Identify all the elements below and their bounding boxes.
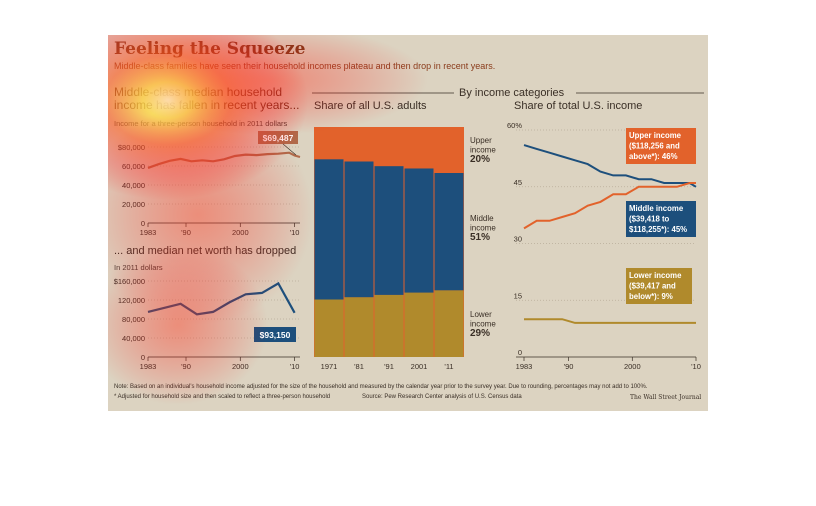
adults-bar-middle [344,161,374,298]
share-ytick-label: 15 [514,291,522,300]
networth-xtick-label: 2000 [232,362,249,371]
adults-xtick-label: 2001 [411,362,428,371]
share-series-middle [523,144,697,188]
adults-bar-upper [314,127,344,160]
adults-bar-middle [374,166,404,295]
footnote: Note: Based on an individual's household… [114,384,648,390]
share-ytick-label: 45 [514,178,522,187]
adults-bar-lower [434,290,464,357]
networth-ytick-label: 0 [141,353,145,362]
adults-xtick-label: '91 [384,362,394,371]
share-upper-callout-label: ($118,256 and [629,142,680,151]
networth-callout-label: $93,150 [260,330,291,340]
share-upper-callout-box [626,128,696,164]
adults-middle-label: Middle [470,214,494,223]
share-middle-callout-label: ($39,418 to [629,215,670,224]
adults-lower-label: 29% [470,328,490,339]
share-chart: 60% 45 30 15 0 1983 '90 2000 '10 Upper income ($11… [507,121,701,371]
networth-series-line [147,281,296,316]
adults-bar-middle [314,159,344,300]
adults-xtick-label: '11 [444,362,453,371]
credit: The Wall Street Journal [630,394,702,401]
income-xtick-label: '90 [181,228,191,237]
adults-bar-lower [374,294,404,357]
networth-xtick-label: 1983 [140,362,157,371]
adults-upper-label: 20% [470,154,490,165]
adults-bar-upper [374,127,404,167]
income-xtick-label: 1983 [140,228,157,237]
adults-bar-upper [404,127,434,169]
share-lower-callout-box [626,268,692,304]
infographic: Feeling the Squeeze Middle-class familie… [108,35,708,411]
source-note: Source: Pew Research Center analysis of … [362,394,522,400]
adults-bar-middle [434,173,464,291]
share-chart-title: Share of total U.S. income [514,100,643,112]
share-middle-callout-label: Middle income [629,204,684,213]
adults-middle-label: income [470,224,496,233]
share-xtick-label: '90 [564,362,574,371]
income-series-line [147,151,301,169]
networth-ytick-label: 120,000 [118,296,145,305]
adults-bar-lower [314,299,344,357]
share-series-upper [523,182,696,230]
share-xtick-label: '10 [691,362,701,371]
share-lower-callout-label: Lower income [629,271,682,280]
share-lower-callout-label: ($39,417 and [629,282,676,291]
section-label: By income categories [456,87,568,99]
adults-xtick-label: 1971 [321,362,338,371]
share-lower-callout-label: below*): 9% [629,292,673,301]
income-ytick-label: $80,000 [118,143,145,152]
adults-bar-upper [344,127,374,162]
networth-ytick-label: 80,000 [122,315,145,324]
networth-ytick-label: $160,000 [114,277,145,286]
footnote-asterisk: * Adjusted for household size and then s… [114,394,331,400]
adults-upper-label: income [470,146,496,155]
share-xtick-label: 2000 [624,362,641,371]
income-ytick-label: 20,000 [122,200,145,209]
networth-xtick-label: '90 [181,362,191,371]
share-xtick-label: 1983 [516,362,533,371]
share-middle-callout-box [626,201,696,237]
share-ytick-label: 30 [514,235,522,244]
income-ytick-label: 0 [141,219,145,228]
adults-upper-label: Upper [470,136,492,145]
adults-chart: 1971'81'91 2001'11Upperincome20%Middleinc… [314,127,496,371]
share-upper-callout-label: Upper income [629,131,682,140]
adults-lower-label: Lower [470,310,492,319]
income-xtick-label: 2000 [232,228,249,237]
share-series-lower [524,318,696,324]
networth-ytick-label: 40,000 [122,334,145,343]
adults-lower-label: income [470,320,496,329]
adults-middle-label: 51% [470,232,490,243]
income-callout-label: $69,487 [263,133,294,143]
adults-bar-lower [404,292,434,357]
income-xtick-label: '10 [290,228,300,237]
adults-bar-upper [434,127,464,173]
share-upper-callout-label: above*): 46% [629,152,678,161]
adults-xtick-label: '81 [354,362,364,371]
adults-bar-lower [344,297,374,357]
share-ytick-label: 60% [507,121,522,130]
share-middle-callout-label: $118,255*): 45% [629,225,687,234]
networth-xtick-label: '10 [290,362,300,371]
income-ytick-label: 40,000 [122,181,145,190]
share-ytick-label: 0 [518,348,522,357]
income-ytick-label: 60,000 [122,162,145,171]
adults-bar-middle [404,168,434,293]
